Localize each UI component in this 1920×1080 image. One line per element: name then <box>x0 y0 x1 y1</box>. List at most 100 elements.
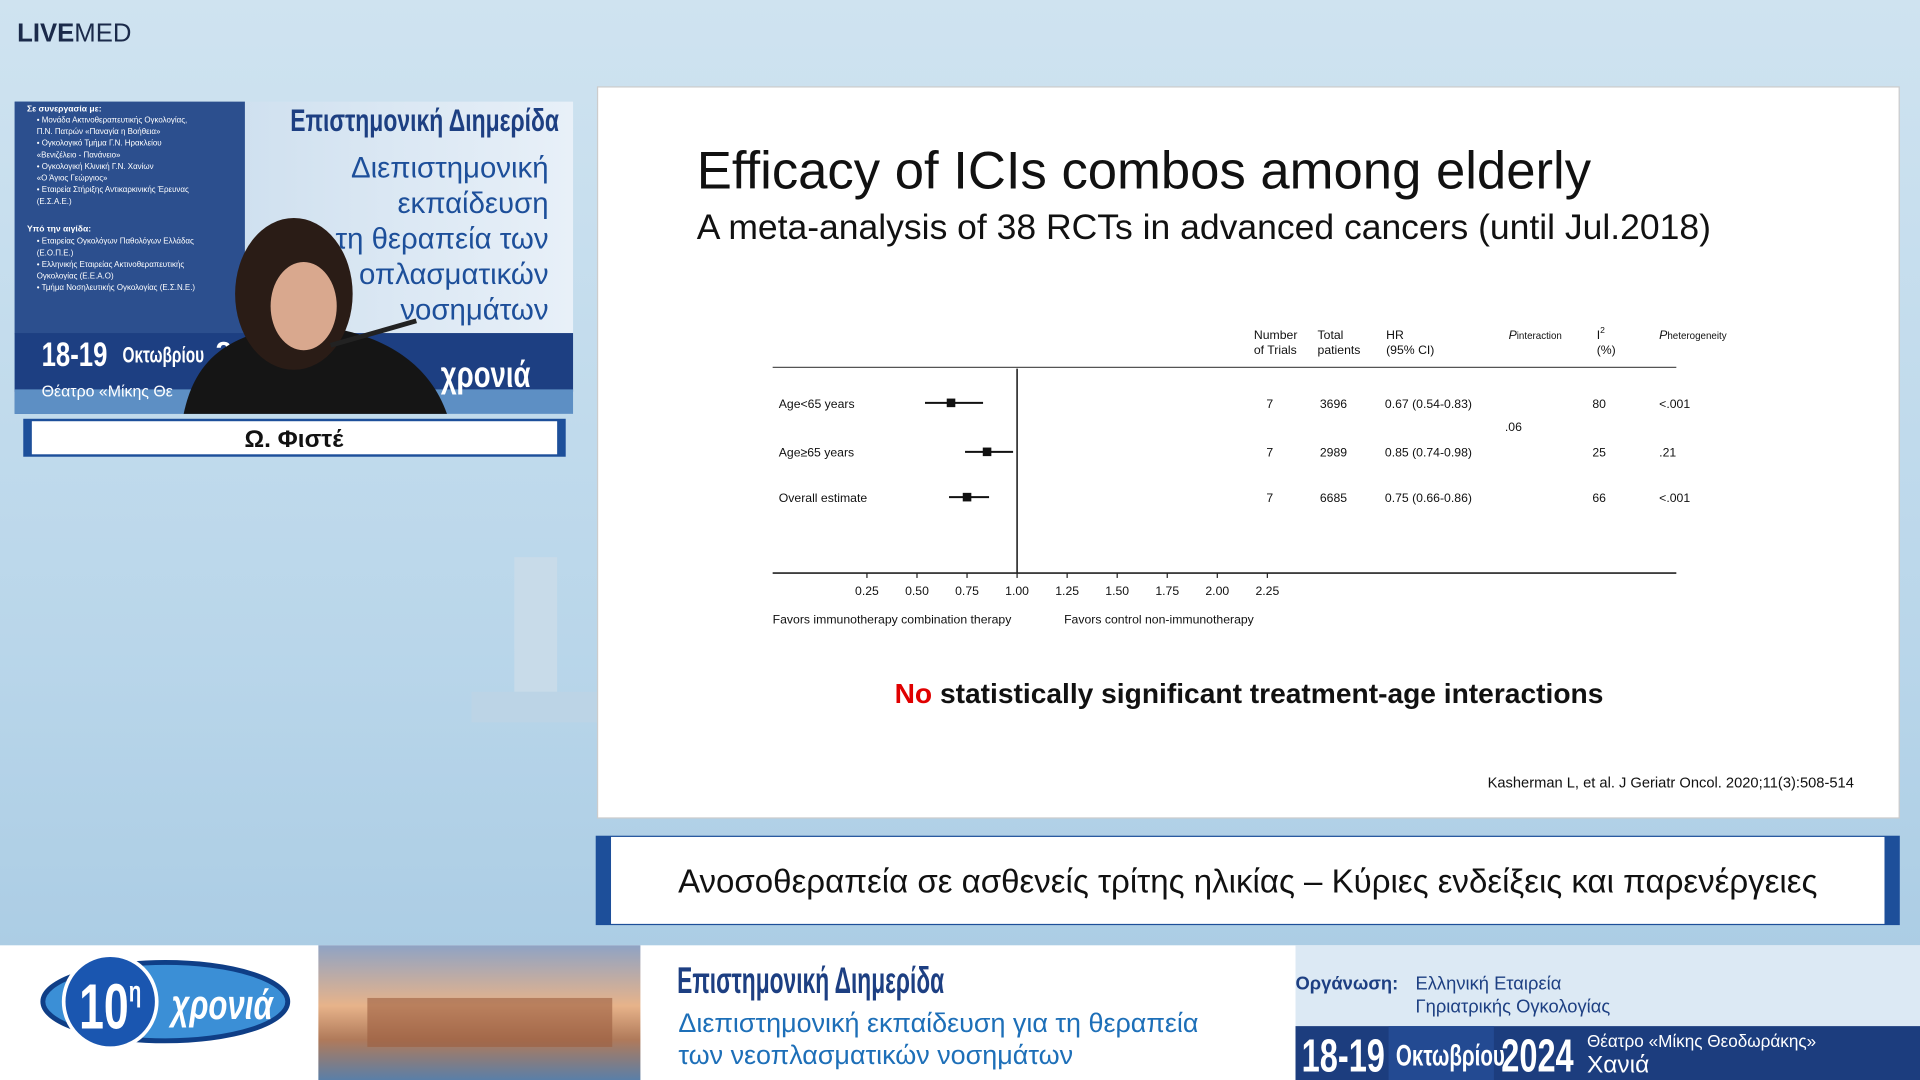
hr-marker <box>946 398 956 408</box>
logo-light: MED <box>74 20 131 48</box>
badge-circle <box>61 953 159 1050</box>
row-label: Age<65 years <box>779 397 855 411</box>
cell-p-het: <.001 <box>1659 491 1690 505</box>
poster-left-panel <box>14 101 245 335</box>
cell-trials: 7 <box>1266 491 1273 505</box>
poster-partner: • Εταιρεία Στήριξης Αντικαρκινικής Έρευν… <box>37 185 189 194</box>
poster-partner: (Ε.Σ.Α.Ε.) <box>37 197 72 206</box>
microphone <box>329 318 417 348</box>
x-tick-label: 0.25 <box>855 584 879 598</box>
header-i2-base: I <box>1597 328 1600 342</box>
name-plate-edge <box>24 420 32 456</box>
row-label: Age≥65 years <box>779 446 854 460</box>
slide-background <box>596 86 1900 819</box>
header-p-interaction-sub: interaction <box>1517 331 1562 342</box>
poster-partner: «Ο Άγιος Γεώργιος» <box>37 174 108 183</box>
poster-partner: • Ογκολογικό Τμήμα Γ.Ν. Ηρακλείου <box>37 139 162 148</box>
poster-month: Οκτωβρίου <box>122 344 204 368</box>
slide-subtitle: A meta-analysis of 38 RCTs in advanced c… <box>697 207 1711 247</box>
slide: Efficacy of ICIs combos among elderly A … <box>596 86 1900 819</box>
header-hr: HR <box>1386 328 1404 342</box>
poster-badge: χρονιά <box>441 354 531 395</box>
favors-left: Favors immunotherapy combination therapy <box>773 612 1013 626</box>
poster-auspices-heading: Υπό την αιγίδα: <box>27 223 91 233</box>
cell-total: 2989 <box>1320 446 1347 460</box>
header-p-heterogeneity: Pheterogeneity <box>1659 328 1727 342</box>
header-p-interaction-base: P <box>1509 328 1518 342</box>
lighthouse <box>514 557 558 692</box>
logo: LIVEMED <box>17 20 131 48</box>
event-title: Επιστημονική Διημερίδα <box>677 961 944 1002</box>
date-bar-month <box>1388 1026 1494 1080</box>
organizer-label: Οργάνωση: <box>1296 972 1399 993</box>
speaker-name: Ω. Φιστέ <box>244 426 344 453</box>
x-tick-label: 1.50 <box>1105 584 1129 598</box>
row-label: Overall estimate <box>779 491 868 505</box>
conclusion: No statistically significant treatment-a… <box>895 678 1604 709</box>
event-line: των νεοπλασματικών νοσημάτων <box>678 1040 1073 1070</box>
poster-auspice: • Εταιρείας Ογκολόγων Παθολόγων Ελλάδας <box>37 237 194 246</box>
header-p-interaction: Pinteraction <box>1509 328 1562 342</box>
cell-trials: 7 <box>1266 397 1273 411</box>
cell-p-het: .21 <box>1659 446 1676 460</box>
speaker-face <box>270 262 337 351</box>
conclusion-text: statistically significant treatment-age … <box>940 678 1603 709</box>
x-tick-label: 1.00 <box>1005 584 1029 598</box>
x-tick-label: 1.25 <box>1055 584 1079 598</box>
header-p-heterogeneity-base: P <box>1659 328 1668 342</box>
poster-auspice: • Τμήμα Νοσηλευτικής Ογκολογίας (Ε.Σ.Ν.Ε… <box>37 283 196 292</box>
cell-i2: 25 <box>1592 446 1606 460</box>
header-i2-unit: (%) <box>1597 343 1616 357</box>
cell-hr: 0.67 (0.54-0.83) <box>1385 397 1472 411</box>
citation: Kasherman L, et al. J Geriatr Oncol. 202… <box>1488 775 1854 791</box>
header: LIVEMED <box>17 20 131 48</box>
badge-number-sup: η <box>129 976 142 1008</box>
logo-bold: LIVE <box>17 20 74 48</box>
poster-partners-heading: Σε συνεργασία με: <box>27 103 102 113</box>
organizer-line: Γηριατρικής Ογκολογίας <box>1416 996 1611 1017</box>
badge-word: χρονιά <box>168 981 275 1027</box>
caption-background <box>595 835 1900 926</box>
caption-bar: Ανοσοθεραπεία σε ασθενείς τρίτης ηλικίας… <box>595 835 1900 926</box>
x-tick-label: 0.50 <box>905 584 929 598</box>
hr-marker <box>982 447 992 457</box>
cell-trials: 7 <box>1266 446 1273 460</box>
footer-city: Χανιά <box>1587 1052 1649 1079</box>
x-tick-label: 2.00 <box>1205 584 1229 598</box>
hr-marker <box>962 492 972 502</box>
cell-i2: 80 <box>1592 397 1606 411</box>
header-i2: I2 <box>1597 325 1605 342</box>
cell-hr: 0.75 (0.66-0.86) <box>1385 491 1472 505</box>
poster-partner: • Ογκολογική Κλινική Γ.Ν. Χανίων <box>37 162 154 171</box>
poster-title: Επιστημονική Διημερίδα <box>290 102 559 138</box>
caption-edge <box>596 836 612 925</box>
organizer-line: Ελληνική Εταιρεία <box>1416 972 1562 993</box>
speaker-body <box>183 324 447 414</box>
cell-p-het: <.001 <box>1659 397 1690 411</box>
header-i2-sup: 2 <box>1600 325 1605 335</box>
header-total: Total <box>1318 328 1344 342</box>
conclusion-emphasis: No <box>895 678 933 709</box>
header-hr: (95% CI) <box>1386 343 1434 357</box>
poster-partner: «Βενιζέλειο - Πανάνειο» <box>37 150 121 159</box>
footer-photo-buildings <box>367 997 613 1047</box>
event-line: Διεπιστημονική εκπαίδευση για τη θεραπεί… <box>678 1008 1198 1038</box>
header-total: patients <box>1318 343 1361 357</box>
x-tick-label: 1.75 <box>1155 584 1179 598</box>
header-trials: of Trials <box>1254 343 1297 357</box>
footer-venue: Θέατρο «Μίκης Θεοδωράκης» <box>1587 1031 1816 1051</box>
header-trials: Number <box>1254 328 1298 342</box>
cell-total: 3696 <box>1320 397 1347 411</box>
poster-line: νοσημάτων <box>400 294 548 327</box>
x-tick-label: 0.75 <box>955 584 979 598</box>
name-plate-edge <box>557 420 565 456</box>
harbor <box>471 691 607 723</box>
footer: 10η χρονιά Επιστημονική Διημερίδα Διεπιστημ… <box>0 945 1920 1080</box>
badge-number-digits: 10 <box>79 971 129 1043</box>
header-p-heterogeneity-sub: heterogeneity <box>1667 331 1726 342</box>
footer-year: 2024 <box>1501 1030 1574 1080</box>
poster-line: εκπαίδευση <box>397 187 548 220</box>
